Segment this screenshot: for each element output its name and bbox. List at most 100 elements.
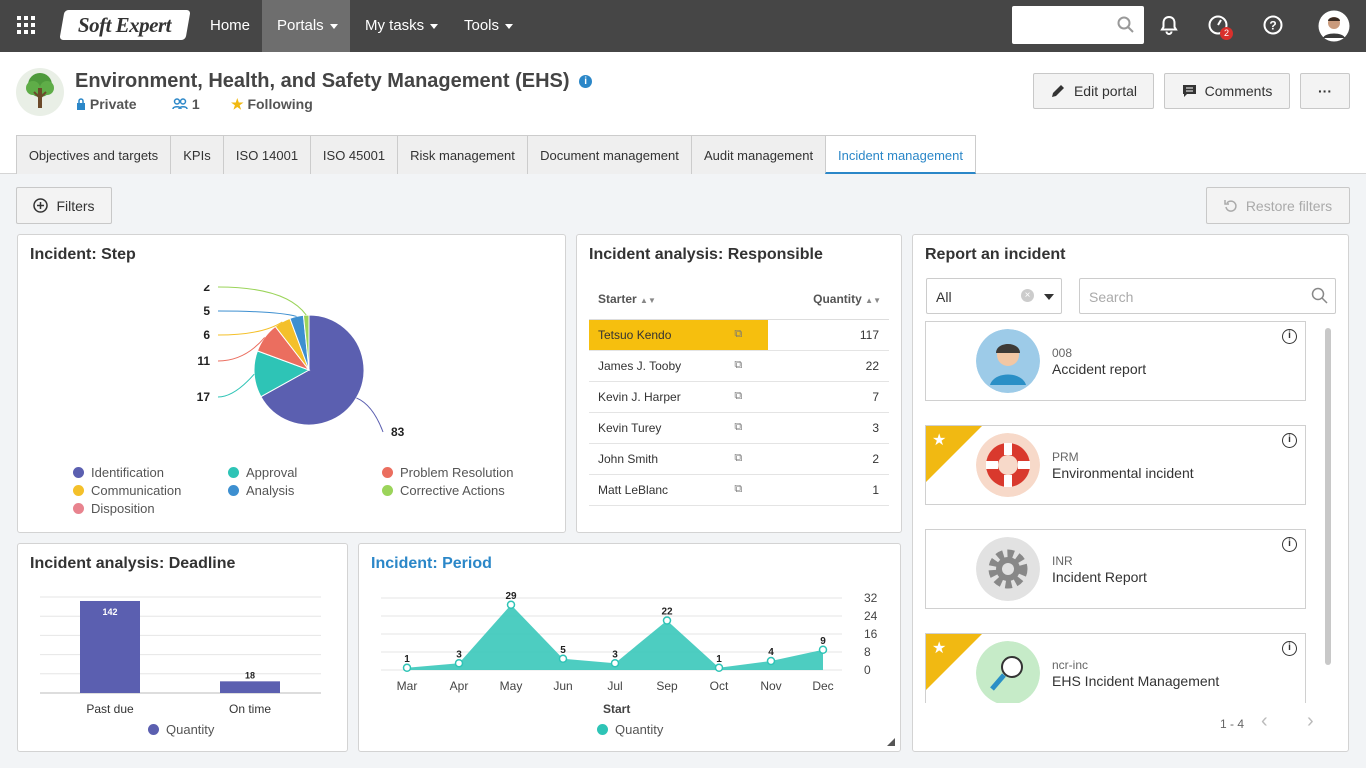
data-point[interactable] [662, 616, 672, 625]
filters-button[interactable]: Filters [16, 187, 112, 224]
external-link-icon[interactable]: ⧉ [734, 358, 743, 371]
data-point[interactable] [766, 656, 776, 666]
external-link-icon[interactable]: ⧉ [734, 389, 743, 402]
chevron-left-icon[interactable]: ‹ [1261, 710, 1268, 732]
global-search-input[interactable] [1012, 6, 1144, 44]
nav-tools[interactable]: Tools [450, 0, 527, 52]
more-options-button[interactable]: ··· [1300, 73, 1350, 109]
tab-objectives[interactable]: Objectives and targets [16, 135, 171, 174]
legend-item-corrective-actions[interactable]: Corrective Actions [382, 483, 505, 498]
data-point[interactable] [454, 659, 464, 668]
starter-name[interactable]: Kevin J. Harper [598, 389, 681, 404]
user-avatar[interactable] [1318, 10, 1350, 42]
table-row[interactable]: Kevin Turey ⧉ 3 [589, 412, 889, 444]
table-row[interactable]: Tetsuo Kendo ⧉ 117 [589, 319, 889, 351]
search-icon[interactable] [1311, 287, 1329, 305]
lock-icon [77, 98, 85, 110]
nav-home[interactable]: Home [196, 0, 264, 52]
card-name: EHS Incident Management [1052, 673, 1220, 689]
tab-iso45001[interactable]: ISO 45001 [310, 135, 398, 174]
pie-connector [217, 310, 297, 317]
clear-icon[interactable]: × [1021, 289, 1034, 302]
legend-item-approval[interactable]: Approval [228, 465, 297, 480]
x-tick-label: Dec [812, 679, 833, 693]
external-link-icon[interactable]: ⧉ [734, 327, 743, 340]
apps-grid-icon[interactable] [17, 16, 35, 34]
help-icon[interactable]: ? [1262, 14, 1284, 36]
data-point[interactable] [610, 659, 620, 668]
nav-my-tasks[interactable]: My tasks [351, 0, 452, 52]
tab-kpis[interactable]: KPIs [170, 135, 224, 174]
legend-item-problem-resolution[interactable]: Problem Resolution [382, 465, 513, 480]
responsible-panel-title: Incident analysis: Responsible [589, 246, 823, 263]
table-row[interactable]: James J. Tooby ⧉ 22 [589, 350, 889, 382]
starter-name[interactable]: Kevin Turey [598, 420, 662, 435]
data-label: 3 [456, 649, 462, 660]
data-label: 29 [505, 591, 517, 602]
legend-item-disposition[interactable]: Disposition [73, 501, 155, 516]
bar-on-time[interactable] [220, 681, 280, 693]
data-point[interactable] [506, 600, 516, 609]
info-icon[interactable]: i [1282, 641, 1297, 656]
pie-slice-identification[interactable] [260, 314, 365, 426]
comments-button[interactable]: Comments [1164, 73, 1290, 109]
report-card[interactable]: ★ PRM Environmental incident i [925, 425, 1306, 505]
bell-icon[interactable] [1158, 14, 1180, 36]
table-row[interactable]: Kevin J. Harper ⧉ 7 [589, 381, 889, 413]
card-code: ncr-inc [1052, 658, 1089, 672]
tab-audit-management[interactable]: Audit management [691, 135, 826, 174]
pie-slice-corrective-actions[interactable] [302, 314, 310, 371]
legend-dot [228, 485, 239, 496]
starter-name[interactable]: James J. Tooby [598, 358, 682, 373]
info-icon[interactable]: i [1282, 433, 1297, 448]
bar-past-due[interactable] [80, 600, 140, 693]
table-row[interactable]: John Smith ⧉ 2 [589, 443, 889, 475]
area-series-quantity[interactable] [407, 604, 823, 670]
info-icon[interactable]: i [1282, 537, 1297, 552]
pie-data-label: 11 [197, 354, 210, 368]
privacy-status: Private [76, 96, 137, 112]
tab-iso14001[interactable]: ISO 14001 [223, 135, 311, 174]
search-icon[interactable] [1117, 16, 1135, 34]
edit-portal-button[interactable]: Edit portal [1033, 73, 1154, 109]
legend-item-identification[interactable]: Identification [73, 465, 164, 480]
deadline-legend-item: Quantity [148, 722, 214, 737]
report-card[interactable]: INR Incident Report i [925, 529, 1306, 609]
info-icon[interactable]: i [1282, 329, 1297, 344]
tab-risk-management[interactable]: Risk management [397, 135, 528, 174]
x-tick-label: Jun [553, 679, 572, 693]
data-point[interactable] [558, 654, 568, 663]
legend-label: Quantity [166, 722, 215, 737]
starter-name[interactable]: Tetsuo Kendo [598, 327, 672, 342]
column-header-starter[interactable]: Starter ▲▼ [589, 279, 769, 320]
report-card[interactable]: ★ ncr-inc EHS Incident Management i [925, 633, 1306, 703]
external-link-icon[interactable]: ⧉ [734, 482, 743, 495]
table-row[interactable]: Matt LeBlanc ⧉ 1 [589, 474, 889, 506]
resize-handle-icon[interactable] [887, 738, 895, 746]
scrollbar[interactable] [1325, 328, 1331, 665]
legend-item-communication[interactable]: Communication [73, 483, 181, 498]
data-point[interactable] [818, 645, 828, 654]
chevron-right-icon[interactable]: › [1307, 710, 1314, 732]
category-select[interactable]: All × [926, 278, 1062, 314]
nav-portals[interactable]: Portals [262, 0, 350, 52]
column-header-quantity[interactable]: Quantity ▲▼ [768, 279, 889, 320]
tab-incident-management[interactable]: Incident management [825, 135, 976, 174]
report-card[interactable]: 008 Accident report i [925, 321, 1306, 401]
gauge-icon[interactable] [1207, 14, 1229, 36]
brand-logo[interactable]: Soft Expert [59, 10, 191, 40]
following-toggle[interactable]: ★ Following [231, 96, 313, 113]
starter-name[interactable]: Matt LeBlanc [598, 482, 669, 497]
data-point[interactable] [714, 663, 724, 672]
members-count[interactable]: 1 [172, 96, 200, 112]
external-link-icon[interactable]: ⧉ [734, 451, 743, 464]
legend-item-analysis[interactable]: Analysis [228, 483, 294, 498]
report-search-input[interactable]: Search [1079, 278, 1336, 314]
info-icon[interactable]: i [579, 75, 593, 89]
starter-name[interactable]: John Smith [598, 451, 659, 466]
external-link-icon[interactable]: ⧉ [734, 420, 743, 433]
tab-document-management[interactable]: Document management [527, 135, 692, 174]
card-code: INR [1052, 554, 1073, 568]
restore-filters-button[interactable]: Restore filters [1206, 187, 1350, 224]
data-point[interactable] [402, 663, 412, 672]
